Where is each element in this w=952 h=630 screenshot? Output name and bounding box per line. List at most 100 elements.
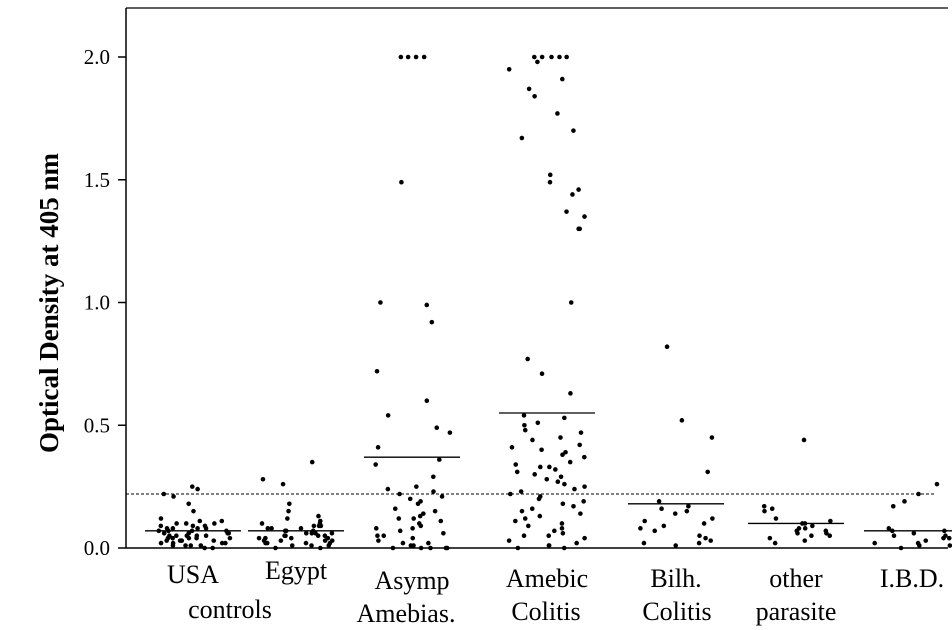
data-point — [559, 521, 565, 526]
data-point — [532, 472, 537, 477]
data-point — [396, 516, 402, 521]
data-point — [664, 344, 670, 349]
data-point — [518, 489, 524, 494]
data-point — [263, 540, 268, 546]
data-point — [424, 398, 430, 404]
data-point — [158, 516, 164, 521]
data-point — [679, 418, 685, 423]
data-point — [280, 481, 286, 487]
y-ticks: 0.0 0.5 1.0 1.5 2.0 — [84, 45, 126, 560]
data-point — [421, 54, 427, 60]
data-point — [219, 518, 225, 524]
y-tick-label: 0.0 — [84, 536, 110, 560]
data-point — [577, 442, 582, 448]
data-point — [183, 521, 189, 526]
data-point — [552, 528, 557, 534]
data-point — [186, 535, 192, 541]
x-tick-label: Amebic — [506, 564, 588, 593]
data-point — [582, 454, 587, 460]
data-point — [570, 192, 575, 197]
axes — [125, 7, 948, 549]
data-point — [547, 464, 552, 470]
data-point — [827, 533, 833, 539]
data-point — [373, 462, 378, 467]
data-point — [567, 459, 573, 465]
data-point — [506, 538, 512, 543]
x-category-labels: USA controls Egypt Asymp Amebias. Amebic Colit… — [167, 556, 944, 628]
data-point — [161, 530, 167, 536]
data-point — [318, 523, 324, 529]
data-point — [223, 540, 228, 546]
data-point — [285, 516, 290, 521]
data-point — [519, 508, 525, 514]
data-point — [560, 501, 566, 507]
x-tick-label: controls — [188, 595, 272, 624]
data-point — [265, 526, 271, 531]
data-point — [701, 521, 707, 526]
data-point — [434, 425, 440, 431]
data-point — [170, 526, 176, 531]
data-point — [544, 476, 550, 482]
x-tick-label: Egypt — [265, 556, 328, 585]
data-point — [521, 413, 527, 418]
data-point — [535, 59, 540, 65]
data-point — [801, 437, 807, 443]
data-point — [802, 526, 808, 531]
data-point — [522, 516, 528, 521]
data-point — [415, 501, 421, 507]
data-point — [560, 76, 565, 82]
data-point — [191, 508, 196, 514]
data-point — [309, 543, 314, 548]
data-point — [385, 486, 391, 492]
data-point — [519, 135, 525, 141]
data-point — [303, 530, 309, 536]
data-point — [529, 506, 535, 512]
data-point — [568, 300, 574, 305]
data-point — [164, 538, 169, 543]
data-point — [559, 526, 565, 531]
data-point — [410, 526, 415, 531]
data-point — [568, 391, 573, 396]
data-point — [429, 319, 435, 325]
data-point — [917, 543, 922, 548]
data-point — [273, 545, 278, 551]
data-point — [186, 501, 191, 507]
mean-lines — [145, 412, 952, 532]
data-point — [828, 518, 833, 524]
data-point — [410, 535, 416, 541]
data-point — [374, 368, 380, 374]
data-point — [562, 481, 567, 487]
data-point — [549, 54, 554, 60]
data-point — [174, 533, 179, 539]
data-point — [561, 545, 567, 551]
data-point — [289, 535, 294, 541]
data-point — [219, 540, 225, 546]
data-point — [400, 540, 406, 546]
data-point — [418, 545, 424, 551]
data-point — [564, 54, 569, 60]
data-point — [772, 540, 778, 546]
data-point — [638, 526, 643, 531]
data-point — [641, 540, 647, 546]
y-tick-label: 1.5 — [84, 168, 110, 192]
data-point — [761, 503, 767, 509]
data-point — [560, 530, 566, 536]
data-point — [158, 523, 164, 529]
data-point — [309, 459, 315, 465]
data-point — [562, 415, 567, 421]
data-point — [890, 503, 896, 509]
data-point — [532, 93, 537, 99]
data-point — [767, 535, 773, 541]
data-point — [256, 535, 262, 541]
data-point — [642, 518, 647, 524]
y-axis-label: Optical Density at 405 nm — [34, 152, 64, 453]
x-tick-label: parasite — [756, 597, 837, 626]
data-point — [441, 530, 446, 536]
y-tick-label: 2.0 — [84, 45, 110, 69]
data-point — [514, 469, 520, 475]
data-point — [397, 528, 403, 534]
y-tick-label: 0.5 — [84, 413, 110, 437]
data-point — [773, 516, 779, 521]
data-point — [522, 422, 527, 428]
data-point — [227, 535, 233, 541]
